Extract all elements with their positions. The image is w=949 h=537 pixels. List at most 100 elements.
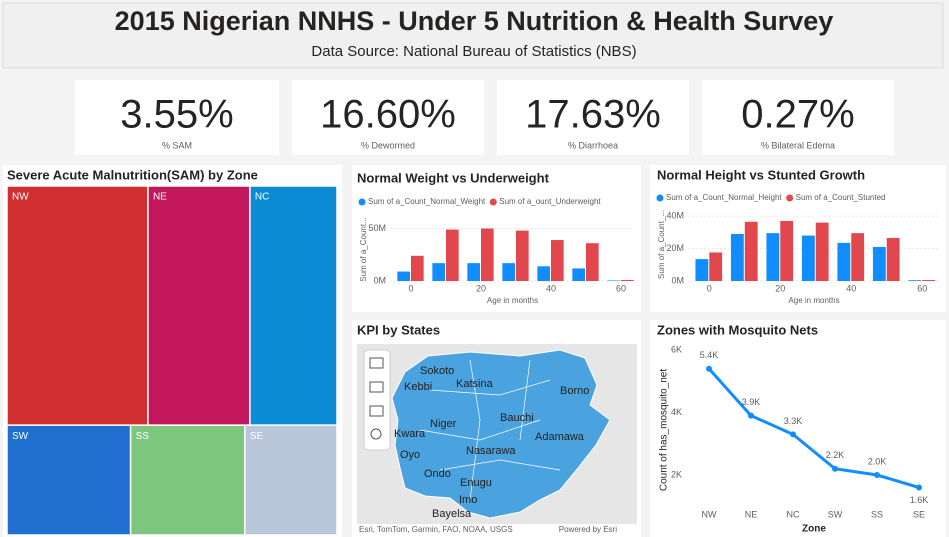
map-toolbar[interactable] (363, 349, 391, 451)
x-tick-label: NC (787, 509, 800, 519)
bar (908, 280, 922, 281)
data-label: 2.0K (868, 456, 887, 466)
x-tick-label: 40 (546, 283, 556, 293)
nigeria-map (391, 349, 611, 519)
state-label: Bayelsa (432, 508, 472, 520)
bar (837, 242, 851, 281)
kpi-value: 17.63% (525, 93, 661, 137)
bar (516, 230, 529, 281)
legend-label: Sum of a_Count_Normal_Weight (368, 197, 486, 206)
tile-label: NE (153, 192, 167, 203)
x-axis-title: Age in months (788, 296, 839, 305)
kpi-label: % Diarrhoea (568, 140, 618, 150)
bar (730, 233, 744, 281)
point (748, 412, 754, 419)
tile-label: NC (255, 192, 269, 203)
bar (801, 235, 815, 281)
layers-icon[interactable] (369, 357, 384, 369)
map-attribution: Esri, TomTom, Garmin, FAO, NOAA, USGS (359, 525, 513, 534)
kpi-label: % Bilateral Edema (761, 140, 835, 150)
bar (502, 263, 515, 281)
bar (709, 252, 723, 281)
kpi-label: % SAM (162, 140, 192, 150)
state-label: Borno (560, 385, 589, 397)
state-label: Ondo (424, 468, 451, 480)
treemap-tile (6, 185, 149, 426)
y-tick-label: 2K (671, 469, 682, 479)
legend-label: Sum of a_Count_Stunted (796, 193, 886, 202)
y-tick-label: 4K (671, 407, 682, 417)
state-label: Kwara (394, 428, 426, 440)
bar (432, 263, 445, 281)
treemap-tile (244, 424, 338, 536)
user-icon[interactable] (370, 428, 382, 440)
y-tick-label: 40M (666, 210, 684, 220)
bar (586, 243, 599, 281)
bar (780, 220, 794, 281)
bar (467, 263, 480, 281)
state-label: Oyo (400, 449, 420, 461)
qr-icon[interactable] (369, 381, 384, 393)
x-axis-title: Age in months (487, 296, 538, 305)
bar (851, 233, 865, 281)
tile-label: SE (250, 431, 264, 442)
kpi-card (702, 80, 894, 155)
bar (872, 246, 886, 281)
state-label: Sokoto (420, 365, 454, 377)
header-panel (2, 2, 944, 69)
legend-label: Sum of a_ount_Underweight (499, 197, 601, 206)
state-label: Nasarawa (466, 445, 516, 457)
bar (481, 228, 494, 281)
bar (411, 255, 424, 281)
page-subtitle: Data Source: National Bureau of Statisti… (311, 43, 636, 60)
state-label: Bauchi (500, 412, 534, 424)
y-tick-label: 50M (368, 223, 386, 233)
map-title: KPI by States (357, 322, 440, 337)
y-axis-title: Count of has_mosquito_net (659, 369, 670, 492)
panel (650, 320, 946, 537)
x-tick-label: SS (871, 509, 883, 519)
bar (695, 259, 709, 281)
kpi-card (75, 80, 279, 155)
bar (551, 240, 564, 281)
data-label: 1.6K (910, 495, 929, 505)
y-tick-label: 0M (373, 275, 386, 285)
tile-label: NW (12, 192, 29, 203)
kpi-value: 0.27% (741, 93, 854, 137)
bar (621, 279, 634, 281)
point (916, 484, 922, 491)
bar (537, 266, 550, 281)
x-tick-label: NE (745, 509, 758, 519)
treemap-tile (6, 424, 132, 536)
point (790, 431, 796, 438)
panel (650, 165, 946, 312)
chart-title: Zones with Mosquito Nets (657, 322, 818, 337)
page-title: 2015 Nigerian NNHS - Under 5 Nutrition &… (115, 6, 834, 36)
data-label: 3.9K (742, 397, 761, 407)
legend-label: Sum of a_Count_Normal_Height (666, 193, 782, 202)
y-axis-title: Sum of a_Count_... (657, 210, 666, 279)
map-powered: Powered by Esri (559, 525, 617, 534)
state-label: Imo (459, 494, 477, 506)
y-axis-title: Sum of a_Count... (359, 217, 368, 281)
point (706, 365, 712, 372)
bar (744, 221, 758, 281)
select-icon[interactable] (369, 405, 384, 417)
x-tick-label: SE (913, 509, 925, 519)
state-label: Kebbi (404, 381, 432, 393)
y-tick-label: 20M (666, 243, 684, 253)
data-label: 5.4K (700, 350, 719, 360)
legend-marker (489, 198, 497, 206)
y-tick-label: 0M (671, 275, 684, 285)
y-tick-label: 6K (671, 344, 682, 354)
state-label: Katsina (456, 378, 494, 390)
state-label: Adamawa (535, 431, 585, 443)
x-tick-label: NW (702, 509, 717, 519)
x-axis-title: Zone (802, 524, 826, 535)
legend-marker (358, 198, 366, 206)
x-tick-label: SW (828, 509, 843, 519)
x-tick-label: 60 (917, 283, 927, 293)
state-label: Niger (430, 418, 457, 430)
treemap-tile (147, 185, 251, 426)
